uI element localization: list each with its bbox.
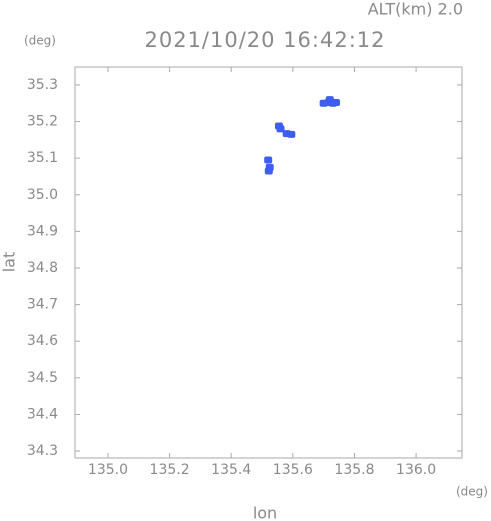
- echo-cell: [264, 167, 273, 175]
- y-axis-label: lat: [0, 252, 19, 273]
- x-tick-label: 135.8: [334, 462, 374, 478]
- x-tick-label: 135.6: [273, 462, 313, 478]
- x-tick-label: 135.0: [88, 462, 128, 478]
- y-tick-label: 34.3: [27, 443, 58, 459]
- y-tick-label: 35.3: [27, 77, 58, 93]
- echo-cell: [276, 125, 285, 133]
- y-tick-label: 35.0: [27, 187, 58, 203]
- echo-cell: [264, 156, 273, 164]
- y-tick-label: 34.8: [27, 260, 58, 276]
- chart-subtitle: ALT(km) 2.0: [368, 0, 463, 19]
- y-tick-label: 34.4: [27, 406, 58, 422]
- x-axis-label: lon: [253, 504, 277, 521]
- x-tick-label: 135.2: [150, 462, 190, 478]
- echo-cell: [331, 99, 340, 107]
- x-tick-label: 136.0: [396, 462, 436, 478]
- y-tick-label: 35.1: [27, 150, 58, 166]
- x-unit: (deg): [456, 485, 488, 499]
- y-tick-label: 34.5: [27, 370, 58, 386]
- x-tick-label: 135.4: [211, 462, 251, 478]
- y-unit: (deg): [24, 34, 56, 48]
- y-tick-label: 34.6: [27, 333, 58, 349]
- y-tick-label: 34.9: [27, 223, 58, 239]
- plot-frame: [74, 66, 463, 459]
- y-tick-label: 35.2: [27, 114, 58, 130]
- echo-cell: [287, 130, 296, 138]
- chart-title: 2021/10/20 16:42:12: [144, 28, 385, 52]
- y-tick-label: 34.7: [27, 297, 58, 313]
- echo-cell: [325, 96, 334, 104]
